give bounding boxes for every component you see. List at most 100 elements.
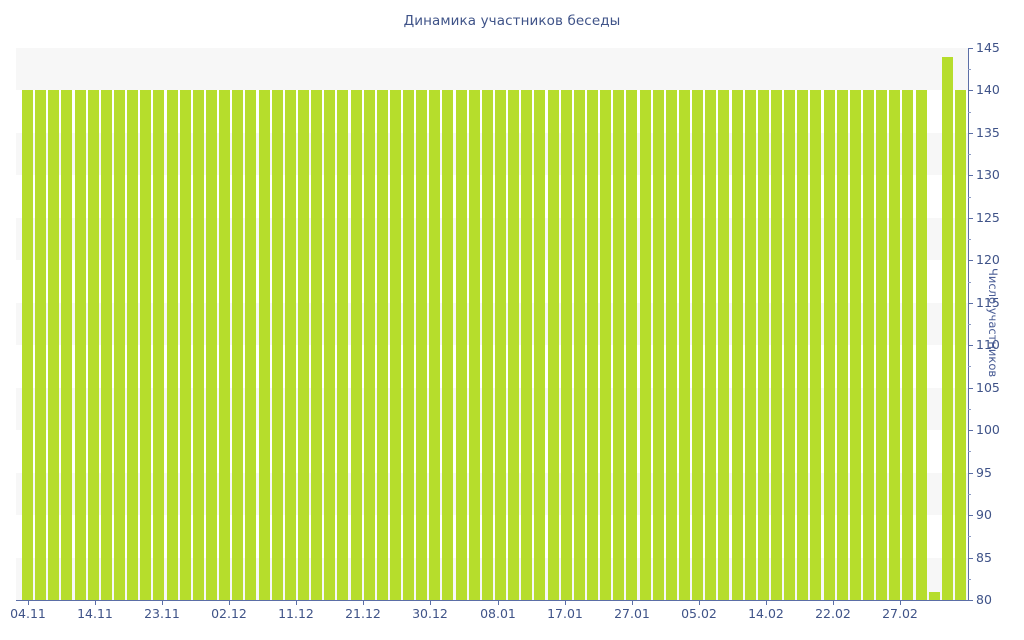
y-axis-label: 125 bbox=[976, 209, 1000, 225]
y-axis-label: 85 bbox=[976, 549, 992, 565]
bar[interactable] bbox=[113, 90, 125, 600]
bar[interactable] bbox=[902, 90, 914, 600]
bar[interactable] bbox=[179, 90, 191, 600]
bar[interactable] bbox=[915, 90, 927, 600]
bar[interactable] bbox=[652, 90, 664, 600]
bar[interactable] bbox=[731, 90, 743, 600]
bar[interactable] bbox=[573, 90, 585, 600]
bar[interactable] bbox=[849, 90, 861, 600]
bar[interactable] bbox=[389, 90, 401, 600]
bar[interactable] bbox=[784, 90, 796, 600]
bar[interactable] bbox=[219, 90, 231, 600]
bar[interactable] bbox=[232, 90, 244, 600]
bar[interactable] bbox=[836, 90, 848, 600]
bar[interactable] bbox=[481, 90, 493, 600]
bar[interactable] bbox=[35, 90, 47, 600]
bar[interactable] bbox=[521, 90, 533, 600]
x-axis-label: 14.02 bbox=[748, 606, 784, 621]
y-axis-minor-tick bbox=[968, 239, 971, 241]
bar[interactable] bbox=[613, 90, 625, 600]
y-axis-label: 105 bbox=[976, 379, 1000, 395]
bar[interactable] bbox=[403, 90, 415, 600]
bar[interactable] bbox=[468, 90, 480, 600]
bar[interactable] bbox=[928, 591, 940, 600]
bar[interactable] bbox=[429, 90, 441, 600]
y-axis-tick bbox=[968, 430, 973, 432]
bar[interactable] bbox=[48, 90, 60, 600]
y-axis-label: 130 bbox=[976, 167, 1000, 183]
bar[interactable] bbox=[350, 90, 362, 600]
bar[interactable] bbox=[810, 90, 822, 600]
bar[interactable] bbox=[376, 90, 388, 600]
bar[interactable] bbox=[941, 56, 953, 600]
bar[interactable] bbox=[744, 90, 756, 600]
bar[interactable] bbox=[889, 90, 901, 600]
bar[interactable] bbox=[508, 90, 520, 600]
bar[interactable] bbox=[192, 90, 204, 600]
bar[interactable] bbox=[363, 90, 375, 600]
bar[interactable] bbox=[455, 90, 467, 600]
bar[interactable] bbox=[22, 90, 33, 600]
bar[interactable] bbox=[560, 90, 572, 600]
bar[interactable] bbox=[876, 90, 888, 600]
bar[interactable] bbox=[127, 90, 139, 600]
bar[interactable] bbox=[284, 90, 296, 600]
x-axis-tick bbox=[430, 600, 431, 605]
x-axis-label: 04.11 bbox=[10, 606, 46, 621]
bar[interactable] bbox=[823, 90, 835, 600]
y-axis-minor-tick bbox=[968, 408, 971, 410]
y-axis-minor-tick bbox=[968, 578, 971, 580]
bar[interactable] bbox=[718, 90, 730, 600]
x-axis-label: 30.12 bbox=[412, 606, 448, 621]
bar[interactable] bbox=[324, 90, 336, 600]
bar[interactable] bbox=[495, 90, 507, 600]
bar[interactable] bbox=[770, 90, 782, 600]
bar[interactable] bbox=[534, 90, 546, 600]
y-axis-minor-tick bbox=[968, 366, 971, 368]
bar[interactable] bbox=[442, 90, 454, 600]
bar[interactable] bbox=[205, 90, 217, 600]
bar[interactable] bbox=[692, 90, 704, 600]
y-axis-label: 115 bbox=[976, 294, 1000, 310]
plot-area bbox=[16, 48, 968, 600]
bar[interactable] bbox=[61, 90, 73, 600]
bar[interactable] bbox=[100, 90, 112, 600]
y-axis-label: 95 bbox=[976, 464, 992, 480]
x-axis-label: 27.01 bbox=[614, 606, 650, 621]
bar[interactable] bbox=[797, 90, 809, 600]
bar[interactable] bbox=[587, 90, 599, 600]
y-axis-tick bbox=[968, 600, 973, 601]
bar[interactable] bbox=[245, 90, 257, 600]
bar[interactable] bbox=[74, 90, 86, 600]
bar[interactable] bbox=[600, 90, 612, 600]
bar[interactable] bbox=[337, 90, 349, 600]
bar[interactable] bbox=[626, 90, 638, 600]
bar[interactable] bbox=[153, 90, 165, 600]
bar[interactable] bbox=[862, 90, 874, 600]
y-axis-minor-tick bbox=[968, 536, 971, 538]
x-axis-line bbox=[16, 600, 968, 601]
bar[interactable] bbox=[297, 90, 309, 600]
y-axis-label: 140 bbox=[976, 82, 1000, 98]
bar[interactable] bbox=[416, 90, 428, 600]
bar[interactable] bbox=[87, 90, 99, 600]
y-axis-minor-tick bbox=[968, 69, 971, 71]
bar[interactable] bbox=[757, 90, 769, 600]
bar[interactable] bbox=[679, 90, 690, 600]
y-axis-tick bbox=[968, 132, 973, 134]
bar[interactable] bbox=[954, 90, 966, 600]
y-axis-label: 110 bbox=[976, 337, 1000, 353]
x-axis-label: 02.12 bbox=[211, 606, 247, 621]
bar[interactable] bbox=[547, 90, 559, 600]
bar[interactable] bbox=[258, 90, 270, 600]
y-axis-label: 90 bbox=[976, 507, 992, 523]
bar[interactable] bbox=[166, 90, 178, 600]
bar[interactable] bbox=[311, 90, 323, 600]
bar[interactable] bbox=[665, 90, 677, 600]
bar[interactable] bbox=[705, 90, 717, 600]
x-axis-label: 11.12 bbox=[278, 606, 314, 621]
bar[interactable] bbox=[140, 90, 152, 600]
bar[interactable] bbox=[271, 90, 283, 600]
x-axis-label: 14.11 bbox=[77, 606, 113, 621]
bar[interactable] bbox=[639, 90, 651, 600]
